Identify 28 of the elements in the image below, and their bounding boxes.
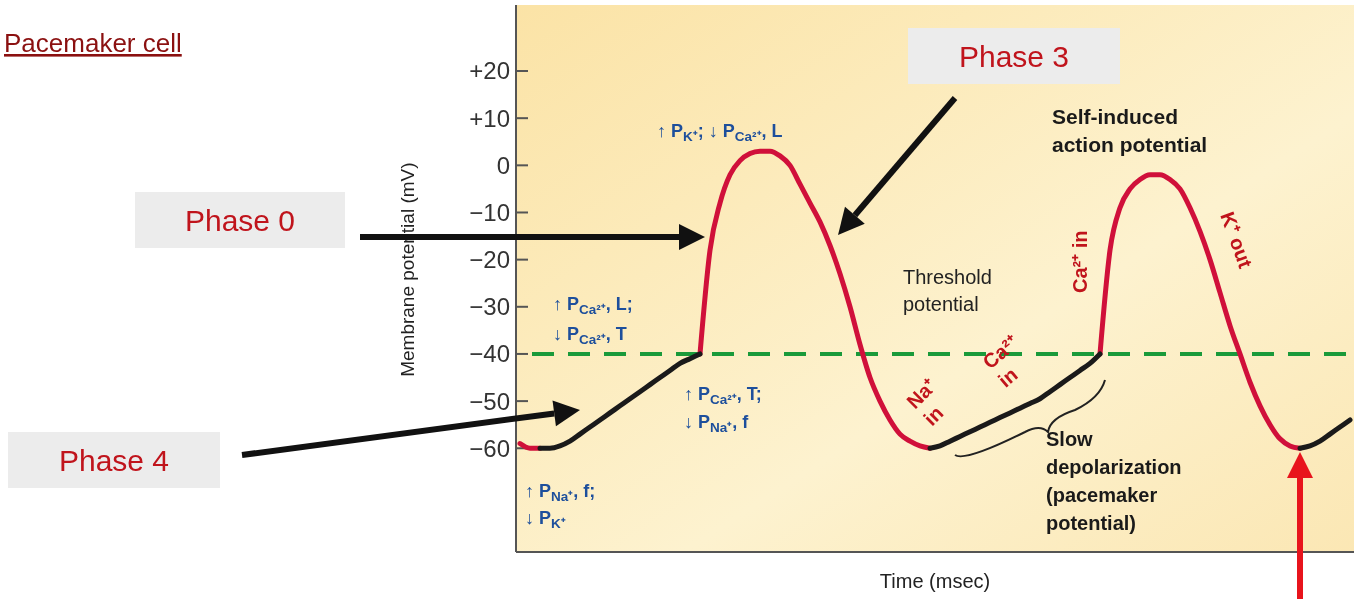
text: Phase 4 [58,444,170,477]
y-tick-label: 0 [496,151,510,179]
annotation: Self-induced action potential [1052,105,1208,156]
annotation: ↓ P$_{Ca²⁺}$, T [553,324,627,348]
annotation: ↑ P$_{Ca²⁺}$, L; [553,294,633,318]
annotation: Na⁺ in [902,374,948,430]
annotation: Ca²⁺ in [978,330,1023,392]
y-tick-label: −10 [469,198,510,226]
y-tick-label: −60 [469,434,510,462]
annotation: Ca²⁺ in [1069,230,1091,293]
y-tick-label: −20 [469,246,510,274]
y-tick-label: +10 [469,104,510,132]
annotation: Slow depolarization (pacemaker potential) [1046,428,1182,534]
y-tick-label: −50 [469,387,510,415]
x-axis-title: Time (msec) [879,570,991,592]
annotation: ↑ P$_{Na⁺}$, f; [525,481,596,505]
text: Phase 0 [184,204,296,237]
annotation: ↑ P$_{K⁺}$; ↓ P$_{Ca²⁺}$, L [657,121,783,145]
annotation: ↑ P$_{Ca²⁺}$, T; [684,384,762,408]
annotation: ↓ P$_{Na⁺}$, f [684,412,750,436]
annotation: ↓ P$_{K⁺}$ [525,508,566,532]
y-tick-label: −30 [469,293,510,321]
ref-line-label: Threshold potential [903,265,992,315]
annotation: K⁺ out [1216,208,1257,272]
annotation: Phase 3 [958,40,1070,73]
y-tick-label: −40 [469,340,510,368]
y-tick-label: +20 [469,57,510,85]
text: Pacemaker cell [4,28,182,58]
